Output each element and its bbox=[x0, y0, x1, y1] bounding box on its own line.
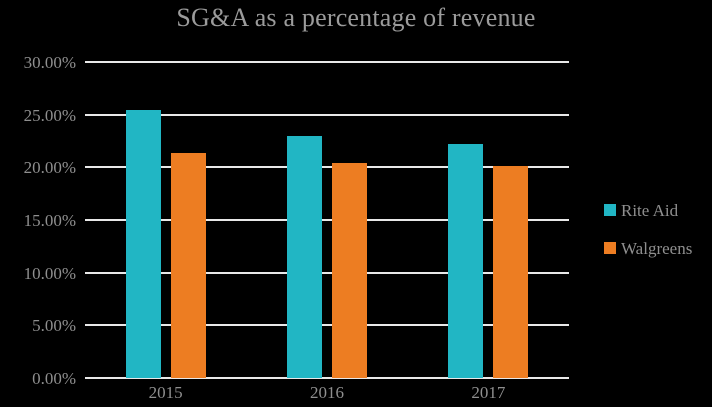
legend-label: Rite Aid bbox=[621, 200, 679, 220]
gridline bbox=[85, 377, 569, 379]
chart-legend: Rite Aid Walgreens bbox=[604, 196, 712, 268]
plot-area bbox=[85, 61, 569, 379]
y-tick-label: 25.00% bbox=[23, 105, 76, 125]
gridline bbox=[85, 324, 569, 327]
gridline bbox=[85, 61, 569, 63]
legend-label: Walgreens bbox=[621, 238, 693, 258]
bar-walgreens-2016 bbox=[332, 163, 367, 378]
gridline bbox=[85, 166, 569, 169]
bar-rite-aid-2016 bbox=[287, 135, 322, 378]
y-axis: 0.00% 5.00% 10.00% 15.00% 20.00% 25.00% 30.00% bbox=[0, 54, 76, 387]
y-tick-label: 0.00% bbox=[32, 369, 76, 388]
y-tick-label: 10.00% bbox=[23, 263, 76, 283]
x-tick-label-2017: 2017 bbox=[471, 383, 506, 402]
bar-walgreens-2017 bbox=[493, 166, 529, 378]
x-axis: 2015 2016 2017 bbox=[85, 382, 569, 407]
x-tick-label-2016: 2016 bbox=[309, 383, 344, 402]
y-tick-label: 20.00% bbox=[23, 158, 76, 178]
legend-item-walgreens[interactable]: Walgreens bbox=[604, 234, 692, 262]
gridline bbox=[85, 113, 569, 116]
y-tick-label: 15.00% bbox=[23, 211, 76, 230]
legend-swatch-icon bbox=[604, 204, 616, 216]
gridline bbox=[85, 219, 569, 221]
gridline bbox=[85, 271, 569, 274]
legend-swatch-icon bbox=[604, 242, 616, 254]
bar-rite-aid-2017 bbox=[448, 144, 484, 378]
bar-rite-aid-2015 bbox=[125, 110, 161, 378]
x-tick-label-2015: 2015 bbox=[148, 383, 183, 402]
legend-item-rite-aid[interactable]: Rite Aid bbox=[604, 196, 678, 224]
y-tick-label: 30.00% bbox=[23, 53, 76, 72]
bar-walgreens-2015 bbox=[170, 152, 206, 378]
chart-title: SG&A as a percentage of revenue bbox=[176, 3, 536, 32]
y-tick-label: 5.00% bbox=[32, 316, 76, 336]
